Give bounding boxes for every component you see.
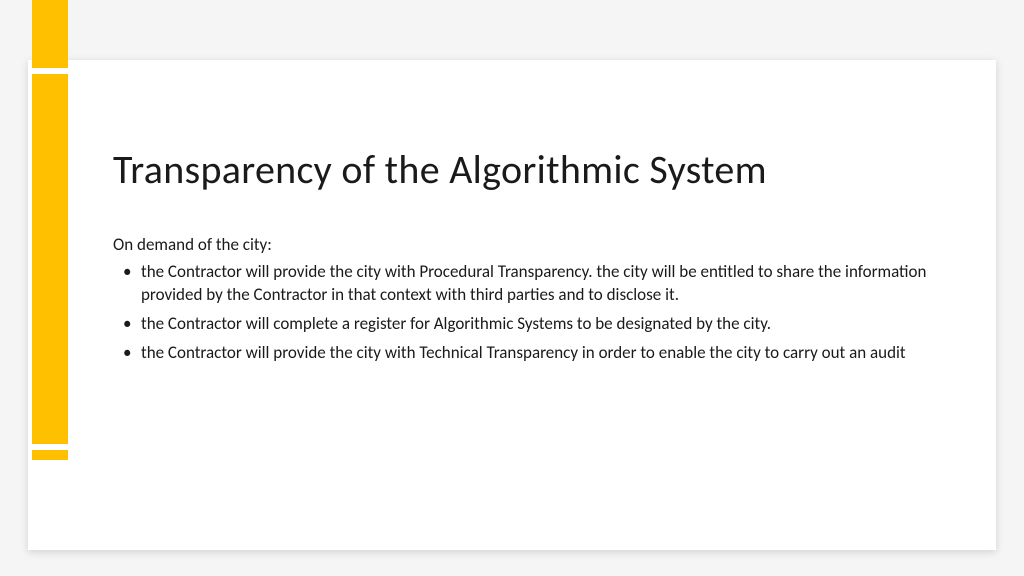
slide-content: Transparency of the Algorithmic System O… <box>113 145 953 371</box>
slide-card: Transparency of the Algorithmic System O… <box>28 60 996 550</box>
accent-decoration-main <box>32 74 68 444</box>
bullet-item: the Contractor will complete a register … <box>123 313 953 336</box>
bullet-item: the Contractor will provide the city wit… <box>123 261 953 307</box>
accent-decoration-small <box>32 450 68 460</box>
bullet-item: the Contractor will provide the city wit… <box>123 342 953 365</box>
accent-decoration-top <box>32 0 68 68</box>
intro-text: On demand of the city: <box>113 234 953 255</box>
bullet-list: the Contractor will provide the city wit… <box>113 261 953 365</box>
slide-title: Transparency of the Algorithmic System <box>113 145 953 194</box>
